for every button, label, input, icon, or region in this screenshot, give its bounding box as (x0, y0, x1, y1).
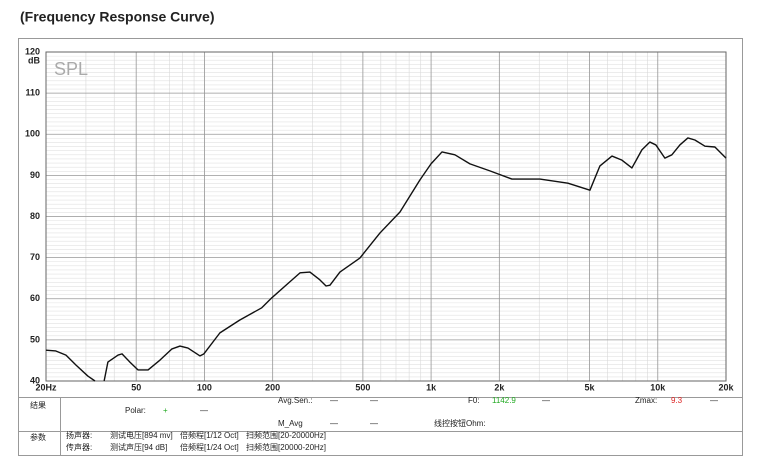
m-avg-label: M_Avg (278, 419, 303, 428)
speaker-cell: 扫频范围[20-20000Hz] (246, 430, 326, 440)
outer-frame (18, 38, 743, 456)
x-tick-label: 5k (585, 382, 596, 392)
x-tick-label: 50 (131, 382, 141, 392)
dash: — (200, 406, 208, 415)
y-tick-label: 60 (30, 293, 40, 303)
dash: — (710, 396, 718, 405)
polar-label: Polar: (125, 406, 146, 415)
dash: — (330, 396, 338, 405)
mic-label: 传声器: (66, 442, 92, 452)
speaker-cell: 倍频程[1/12 Oct] (180, 430, 239, 440)
mic-cell: 扫频范围[20000-20Hz] (246, 442, 326, 452)
y-tick-label: 70 (30, 252, 40, 262)
x-tick-label: 500 (355, 382, 370, 392)
speaker-label: 扬声器: (66, 430, 92, 440)
polar-value: + (163, 406, 168, 415)
dash: — (370, 396, 378, 405)
speaker-cell: 测试电压[894 mv] (110, 430, 173, 440)
y-tick-label: 120 (25, 46, 40, 56)
grid (45, 51, 727, 382)
mic-cell: 测试声压[94 dB] (110, 442, 167, 452)
y-tick-label: 90 (30, 170, 40, 180)
dash: — (370, 419, 378, 428)
result-label: 结果 (30, 400, 46, 410)
x-tick-label: 20Hz (35, 382, 57, 392)
y-tick-label: 50 (30, 334, 40, 344)
avg-sen-label: Avg.Sen.: (278, 396, 313, 405)
x-tick-label: 1k (426, 382, 437, 392)
y-tick-label: 100 (25, 129, 40, 139)
x-tick-label: 10k (650, 382, 666, 392)
zmax-value: 9.3 (671, 396, 683, 405)
plot-frame (45, 51, 727, 382)
f0-label: F0: (468, 396, 480, 405)
spl-label: SPL (54, 59, 88, 79)
ohm-label: 线控按钮Ohm: (434, 418, 486, 428)
chart-title: (Frequency Response Curve) (20, 9, 215, 25)
y-tick-label: 40 (30, 375, 40, 385)
y-tick-label: 80 (30, 211, 40, 221)
x-tick-label: 20k (718, 382, 734, 392)
x-tick-label: 2k (494, 382, 505, 392)
param-label: 参数 (30, 432, 46, 442)
y-unit: dB (28, 55, 40, 65)
x-tick-label: 100 (197, 382, 212, 392)
dash: — (542, 396, 550, 405)
x-tick-label: 200 (265, 382, 280, 392)
y-tick-label: 110 (25, 88, 40, 98)
mic-cell: 倍频程[1/24 Oct] (180, 442, 239, 452)
zmax-label: Zmax: (635, 396, 657, 405)
response-curve (45, 137, 727, 382)
f0-value: 1142.9 (492, 396, 516, 405)
dash: — (330, 419, 338, 428)
